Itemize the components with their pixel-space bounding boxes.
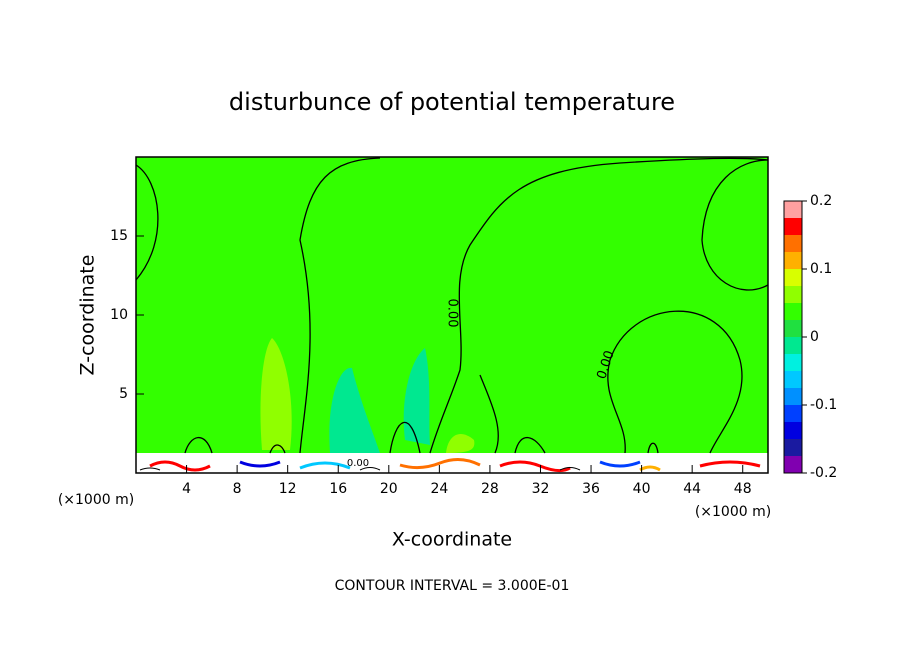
contour-label: 0.00 xyxy=(445,299,460,328)
x-tick-label: 24 xyxy=(430,481,448,497)
field-region xyxy=(446,434,475,453)
y-tick-label: 10 xyxy=(110,307,128,323)
field-region xyxy=(260,338,292,450)
colorbar-tick-label: 0.1 xyxy=(810,261,832,277)
colorbar-cell xyxy=(784,388,802,405)
y-tick-label: 5 xyxy=(119,386,128,402)
contour-line xyxy=(135,157,769,454)
x-axis-label: X-coordinate xyxy=(392,529,512,551)
field-region xyxy=(329,367,380,453)
x-tick-label: 16 xyxy=(329,481,347,497)
chart-title: disturbunce of potential temperature xyxy=(229,88,675,116)
colorbar-cell xyxy=(784,201,802,218)
colorbar-cell xyxy=(784,405,802,422)
colorbar-tick-label: -0.1 xyxy=(810,397,837,413)
colorbar-cell xyxy=(784,422,802,439)
colorbar-cell xyxy=(784,439,802,456)
colorbar-cell xyxy=(784,218,802,235)
colorbar-cell xyxy=(784,235,802,252)
x-tick-label: 36 xyxy=(582,481,600,497)
colorbar-cell xyxy=(784,456,802,473)
y-tick-label: 15 xyxy=(110,228,128,244)
contour-label: 0.00 xyxy=(347,458,369,469)
x-tick-label: 28 xyxy=(481,481,499,497)
surface-layer xyxy=(136,453,768,473)
x-tick-label: 20 xyxy=(380,481,398,497)
annotation: CONTOUR INTERVAL = 3.000E-01 xyxy=(335,578,570,594)
x-tick-label: 44 xyxy=(683,481,701,497)
plot-area: 0.00 0.00 0.00 xyxy=(135,156,769,474)
colorbar-cell xyxy=(784,303,802,320)
colorbar-cell xyxy=(784,337,802,354)
field-region xyxy=(403,348,430,445)
colorbar-cell xyxy=(784,371,802,388)
x-tick-label: 48 xyxy=(734,481,752,497)
x-unit: (×1000 m) xyxy=(58,492,134,508)
field xyxy=(136,157,768,473)
x-tick-label: 4 xyxy=(182,481,191,497)
colorbar-tick-label: 0.2 xyxy=(810,193,832,209)
x-tick-label: 12 xyxy=(279,481,297,497)
x-tick-label: 40 xyxy=(633,481,651,497)
colorbar-cell xyxy=(784,320,802,337)
colorbar-cell xyxy=(784,269,802,286)
colorbar-cell xyxy=(784,286,802,303)
colorbar-tick-label: 0 xyxy=(810,329,819,345)
x-unit: (×1000 m) xyxy=(695,504,771,520)
colorbar-tick-label: -0.2 xyxy=(810,465,837,481)
colorbar-cell xyxy=(784,252,802,269)
y-axis-label: Z-coordinate xyxy=(77,255,99,376)
x-tick-label: 32 xyxy=(532,481,550,497)
x-tick-label: 8 xyxy=(233,481,242,497)
colorbar-cell xyxy=(784,354,802,371)
